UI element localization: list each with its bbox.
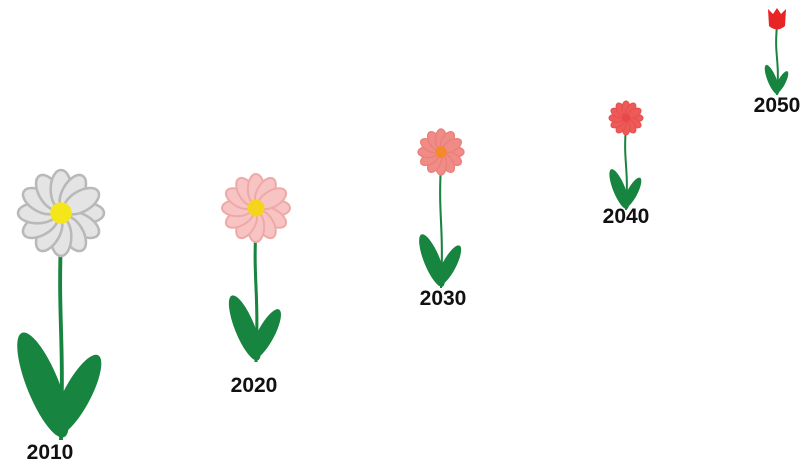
flower	[762, 8, 791, 96]
flower	[222, 174, 290, 364]
year-label: 2030	[420, 287, 467, 310]
year-label: 2020	[231, 374, 278, 397]
flower-center	[248, 200, 265, 217]
year-label: 2010	[27, 441, 74, 464]
tulip-head	[768, 8, 786, 30]
year-label: 2050	[754, 94, 801, 117]
flower-center	[50, 202, 72, 224]
year-label: 2040	[603, 205, 650, 228]
flower-illustration: 2010 2020 2030 2040 2050	[0, 0, 803, 469]
flower-center	[435, 146, 447, 158]
flower	[606, 101, 645, 211]
flower	[414, 129, 466, 290]
flower	[7, 170, 110, 443]
flower-center	[622, 114, 631, 123]
page: {"flowers": [{"label": "2010"}, {"label"…	[0, 0, 803, 469]
